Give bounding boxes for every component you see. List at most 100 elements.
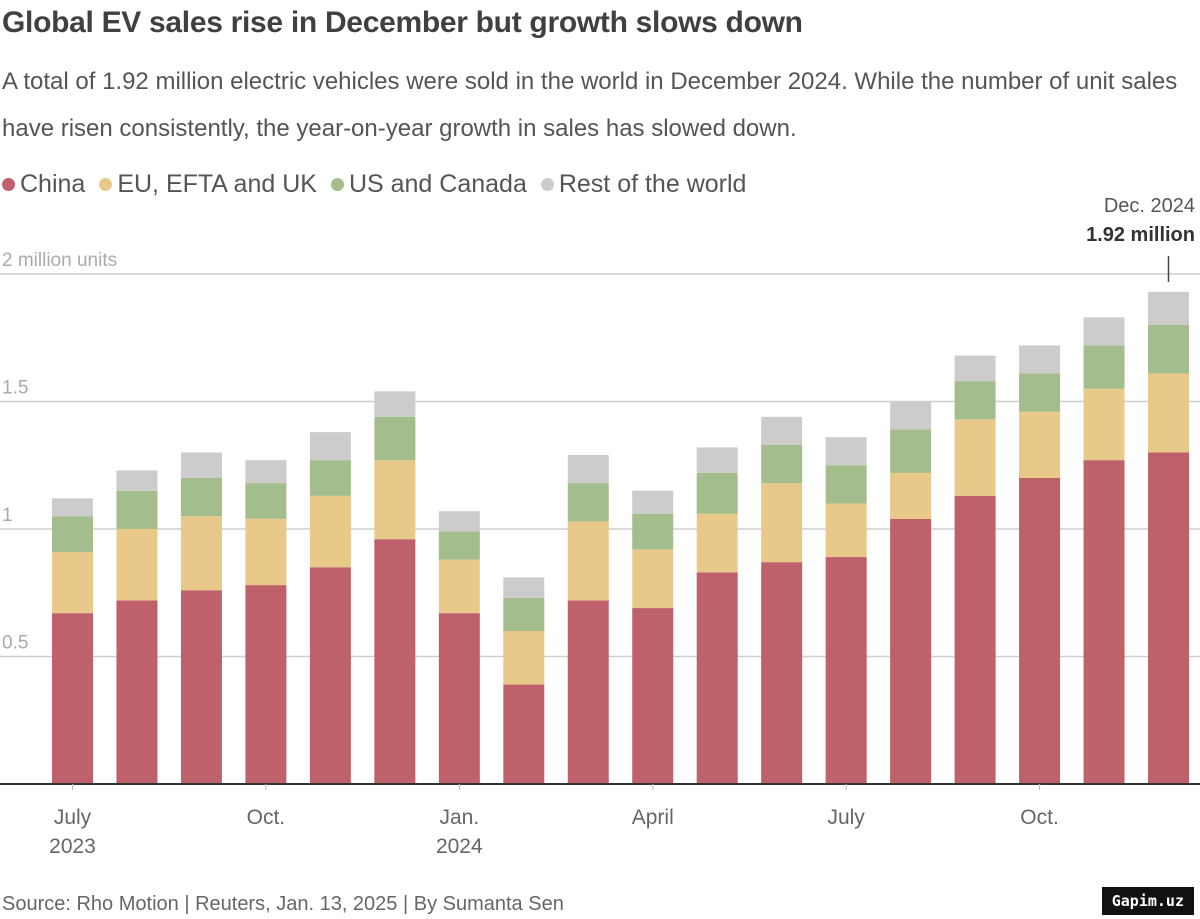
- x-tick-label: April: [632, 806, 674, 829]
- bar-segment-us-and-canada: [245, 483, 287, 519]
- bar-segment-us-and-canada: [374, 416, 416, 461]
- bar-segment-eu-efta-and-uk: [438, 559, 480, 614]
- bar-segment-eu-efta-and-uk: [52, 551, 93, 614]
- bar-segment-china: [761, 562, 803, 784]
- bar-segment-eu-efta-and-uk: [696, 513, 738, 573]
- x-tick-sublabel: 2023: [49, 835, 96, 858]
- bar-segment-us-and-canada: [438, 531, 480, 560]
- x-tick-sublabel: 2024: [436, 835, 483, 858]
- bar-segment-rest-of-the-world: [180, 452, 222, 478]
- bar-segment-us-and-canada: [632, 513, 674, 550]
- bar-segment-us-and-canada: [761, 444, 803, 484]
- bar-segment-eu-efta-and-uk: [1148, 373, 1189, 453]
- bar-segment-eu-efta-and-uk: [1019, 411, 1061, 478]
- legend-item: China: [2, 170, 85, 199]
- bar-segment-rest-of-the-world: [1083, 317, 1125, 346]
- bar-segment-eu-efta-and-uk: [1083, 388, 1125, 461]
- legend: China EU, EFTA and UK US and Canada Rest of…: [2, 170, 746, 199]
- bar-segment-us-and-canada: [567, 483, 609, 522]
- bar-segment-eu-efta-and-uk: [567, 521, 609, 601]
- legend-label: EU, EFTA and UK: [117, 170, 317, 198]
- x-tick-label: July: [827, 806, 865, 829]
- chart-title: Global EV sales rise in December but gro…: [2, 6, 803, 39]
- x-tick-label: July: [54, 806, 92, 829]
- bar-segment-us-and-canada: [116, 490, 158, 529]
- bar-segment-eu-efta-and-uk: [503, 631, 545, 685]
- bar-segment-us-and-canada: [825, 465, 867, 504]
- bar-segment-eu-efta-and-uk: [374, 460, 416, 540]
- y-tick-label: 2 million units: [2, 250, 117, 271]
- x-tick-label: Jan.: [439, 806, 479, 829]
- legend-item: Rest of the world: [540, 170, 746, 199]
- legend-swatch: [540, 178, 554, 191]
- bar-segment-rest-of-the-world: [890, 401, 932, 430]
- bar-segment-china: [52, 613, 93, 784]
- bar-segment-china: [1083, 460, 1125, 784]
- bar-segment-rest-of-the-world: [503, 577, 545, 598]
- bar-segment-rest-of-the-world: [567, 455, 609, 484]
- bar-segment-china: [374, 539, 416, 784]
- bar-segment-rest-of-the-world: [1148, 291, 1189, 325]
- bar-segment-china: [1019, 478, 1061, 784]
- y-tick-label: 1: [2, 505, 13, 526]
- bar-segment-china: [116, 600, 158, 784]
- bar-segment-rest-of-the-world: [632, 490, 674, 514]
- chart-subtitle: A total of 1.92 million electric vehicle…: [2, 68, 1178, 142]
- bar-segment-us-and-canada: [1019, 373, 1061, 412]
- bar-segment-rest-of-the-world: [116, 470, 158, 491]
- legend-item: EU, EFTA and UK: [99, 170, 317, 199]
- bar-segment-us-and-canada: [180, 478, 222, 517]
- bar-segment-china: [245, 585, 287, 784]
- bar-segment-china: [1148, 452, 1189, 784]
- bar-segment-us-and-canada: [890, 429, 932, 473]
- x-tick-label: Oct.: [1020, 806, 1059, 829]
- bar-segment-china: [696, 572, 738, 784]
- bar-segment-us-and-canada: [1148, 325, 1189, 374]
- bar-segment-rest-of-the-world: [954, 355, 996, 382]
- bar-segment-us-and-canada: [954, 381, 996, 420]
- watermark: Gapim.uz: [1101, 887, 1194, 915]
- legend-swatch: [330, 178, 344, 191]
- bar-segment-china: [438, 613, 480, 784]
- y-tick-label: 0.5: [2, 633, 28, 654]
- legend-swatch: [99, 178, 113, 191]
- bar-segment-eu-efta-and-uk: [890, 472, 932, 519]
- bar-segment-eu-efta-and-uk: [309, 495, 351, 568]
- source-note: Source: Rho Motion | Reuters, Jan. 13, 2…: [2, 893, 564, 915]
- bar-segment-china: [503, 684, 545, 784]
- legend-item: US and Canada: [330, 170, 527, 199]
- annotation-label: Dec. 2024: [1104, 195, 1195, 217]
- bar-segment-us-and-canada: [696, 472, 738, 514]
- x-tick-label: Oct.: [247, 806, 286, 829]
- bar-segment-eu-efta-and-uk: [116, 529, 158, 601]
- bar-segment-us-and-canada: [503, 597, 545, 631]
- bar-segment-china: [567, 600, 609, 784]
- bar-segment-eu-efta-and-uk: [632, 549, 674, 609]
- bar-segment-eu-efta-and-uk: [180, 516, 222, 591]
- bar-segment-rest-of-the-world: [761, 416, 803, 445]
- bar-segment-us-and-canada: [52, 516, 93, 552]
- bar-segment-china: [180, 590, 222, 784]
- bar-segment-rest-of-the-world: [374, 391, 416, 417]
- bar-segment-rest-of-the-world: [1019, 345, 1061, 374]
- bar-segment-rest-of-the-world: [825, 437, 867, 466]
- bar-segment-china: [890, 518, 932, 784]
- bar-segment-eu-efta-and-uk: [825, 503, 867, 558]
- bar-segment-china: [632, 608, 674, 784]
- bar-segment-rest-of-the-world: [438, 511, 480, 532]
- bar-segment-rest-of-the-world: [696, 447, 738, 473]
- legend-swatch: [2, 178, 15, 191]
- annotation-value: 1.92 million: [1086, 224, 1195, 246]
- bar-segment-china: [825, 557, 867, 784]
- bar-segment-us-and-canada: [309, 460, 351, 496]
- bar-segment-eu-efta-and-uk: [761, 483, 803, 563]
- legend-label: US and Canada: [348, 170, 527, 198]
- bar-segment-eu-efta-and-uk: [954, 419, 996, 496]
- bar-segment-china: [954, 495, 996, 784]
- bar-segment-rest-of-the-world: [309, 432, 351, 461]
- y-tick-label: 1.5: [2, 378, 28, 399]
- bar-segment-rest-of-the-world: [245, 460, 287, 484]
- bar-segment-us-and-canada: [1083, 345, 1125, 389]
- bar-segment-china: [309, 567, 351, 784]
